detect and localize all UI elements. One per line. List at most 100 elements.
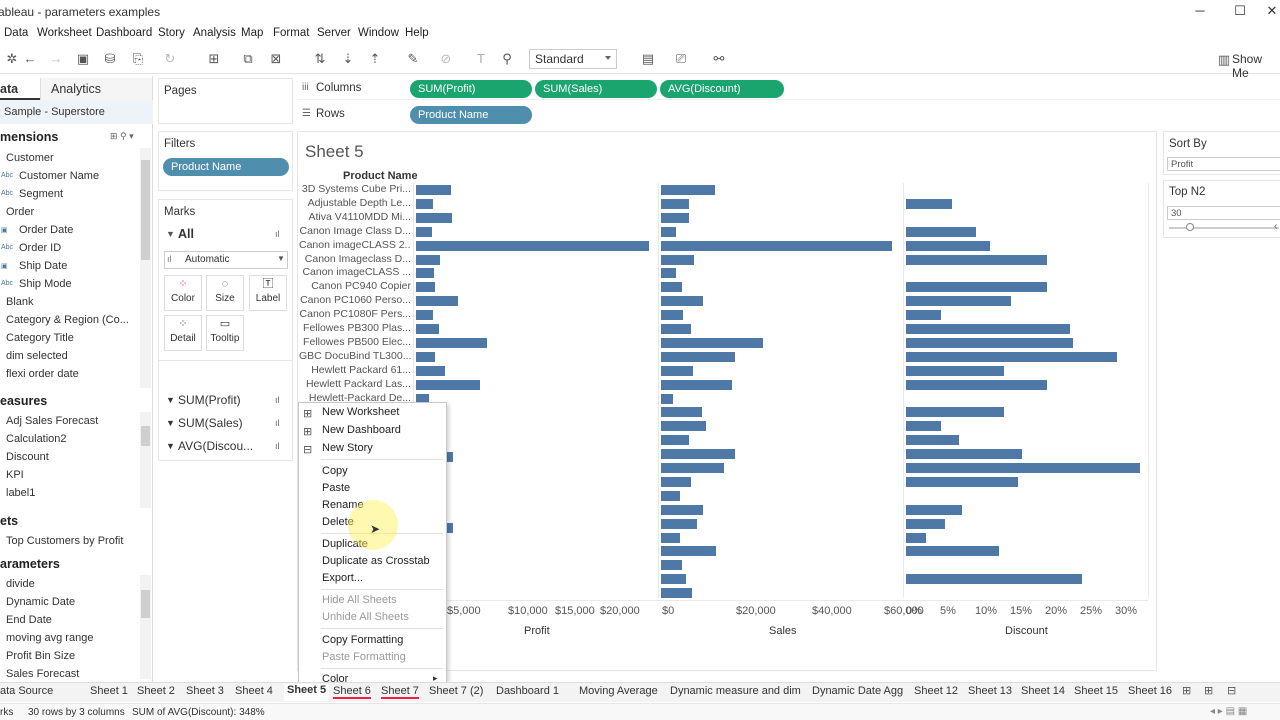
chevron-down-icon[interactable]: ▼: [166, 229, 175, 239]
marks-row-discount[interactable]: AVG(Discou...: [178, 439, 254, 453]
menu-story[interactable]: Story: [158, 27, 185, 39]
bar-discount[interactable]: [906, 365, 1005, 376]
dimension-item[interactable]: Category & Region (Co...: [6, 314, 129, 326]
measure-item[interactable]: KPI: [6, 469, 24, 481]
bar-discount[interactable]: [906, 296, 1012, 307]
top-n-input[interactable]: 30: [1167, 206, 1280, 220]
sheet-tab[interactable]: Sheet 3: [186, 685, 224, 697]
bar-profit[interactable]: [416, 324, 439, 334]
detail-button[interactable]: ⁘ Detail: [164, 315, 202, 351]
bar-profit[interactable]: [416, 240, 649, 251]
bar-discount[interactable]: [906, 310, 942, 321]
bar-profit[interactable]: [447, 523, 453, 533]
bar-sales[interactable]: [661, 365, 693, 376]
sheet-tab[interactable]: ata Source: [0, 685, 54, 697]
mark-type-dropdown[interactable]: ıl Automatic ▼: [164, 251, 288, 269]
highlight-icon[interactable]: ✎: [407, 51, 419, 66]
bar-sales[interactable]: [661, 490, 680, 501]
row-label[interactable]: Fellowes PB300 Plas...: [303, 322, 411, 334]
sheet-tab[interactable]: Dynamic measure and dim: [670, 685, 801, 697]
bar-profit[interactable]: [416, 296, 458, 307]
new-dashboard-icon[interactable]: ⊞: [1204, 685, 1214, 697]
bar-sales[interactable]: [661, 560, 683, 571]
row-label[interactable]: Canon PC1060 Perso...: [300, 294, 411, 307]
measure-item[interactable]: label1: [6, 487, 36, 499]
bar-profit[interactable]: [416, 365, 445, 376]
show-me-button[interactable]: Show Me: [1232, 52, 1263, 80]
menu-help[interactable]: Help: [405, 27, 429, 39]
bar-sales[interactable]: [661, 463, 724, 473]
sheet-tab[interactable]: Sheet 7: [381, 685, 419, 699]
refresh-icon[interactable]: ↻: [164, 51, 176, 66]
bar-sales[interactable]: [661, 588, 693, 599]
bar-sales[interactable]: [661, 546, 716, 557]
minimize-button[interactable]: ─: [1195, 3, 1205, 18]
sheet-tab[interactable]: Sheet 5: [284, 684, 330, 701]
group-icon[interactable]: ⊘: [440, 51, 452, 66]
menu-paste[interactable]: Paste: [322, 482, 351, 494]
pause-updates-icon[interactable]: ⎘: [132, 51, 144, 66]
dimension-item[interactable]: Customer Name: [19, 170, 100, 182]
bar-discount[interactable]: [906, 574, 1082, 585]
column-pill-sales[interactable]: SUM(Sales): [535, 80, 657, 98]
bar-profit[interactable]: [447, 452, 453, 462]
bar-sales[interactable]: [661, 518, 697, 529]
new-sheet-icon[interactable]: ⊞: [1182, 685, 1192, 697]
bar-discount[interactable]: [906, 282, 1047, 293]
show-me-icon[interactable]: ▥: [1217, 52, 1231, 67]
swap-icon[interactable]: ⇅: [314, 51, 326, 66]
bar-discount[interactable]: [906, 546, 999, 557]
bar-sales[interactable]: [661, 212, 690, 223]
close-button[interactable]: ✕: [1266, 3, 1278, 18]
menu-copy[interactable]: Copy: [322, 465, 348, 477]
chevron-down-icon[interactable]: ▼: [166, 418, 175, 428]
bar-sales[interactable]: [661, 532, 680, 543]
clear-sheet-icon[interactable]: ⊠: [270, 51, 282, 66]
bar-profit[interactable]: [416, 254, 441, 265]
bar-discount[interactable]: [906, 421, 942, 432]
maximize-button[interactable]: ☐: [1234, 3, 1246, 18]
measure-item[interactable]: Adj Sales Forecast: [6, 415, 99, 427]
parameter-item[interactable]: Profit Bin Size: [6, 650, 76, 662]
new-worksheet-icon[interactable]: ⊞: [208, 51, 220, 66]
parameter-item[interactable]: Sales Forecast: [6, 668, 80, 680]
row-label[interactable]: Ativa V4110MDD Mi...: [308, 210, 411, 223]
column-pill-profit[interactable]: SUM(Profit): [410, 80, 532, 98]
bar-discount[interactable]: [906, 518, 945, 529]
marks-all-label[interactable]: All: [178, 227, 194, 241]
bar-profit[interactable]: [416, 379, 481, 390]
dimension-item[interactable]: Blank: [6, 296, 34, 308]
sheet-tab[interactable]: Sheet 13: [968, 685, 1013, 697]
undo-icon[interactable]: ←: [23, 51, 37, 66]
marks-row-sales[interactable]: SUM(Sales): [178, 416, 243, 430]
row-label[interactable]: Canon imageCLASS 2...: [299, 238, 411, 251]
bar-sales[interactable]: [661, 421, 706, 432]
menu-dashboard[interactable]: Dashboard: [96, 27, 153, 39]
bar-discount[interactable]: [906, 351, 1117, 362]
sort-ascending-icon[interactable]: ⇣: [342, 51, 354, 66]
bar-discount[interactable]: [906, 198, 952, 209]
set-item[interactable]: Top Customers by Profit: [6, 535, 124, 547]
bar-sales[interactable]: [661, 240, 892, 251]
bar-discount[interactable]: [906, 449, 1022, 460]
sheet-tab[interactable]: Sheet 16: [1128, 685, 1173, 697]
show-cards-icon[interactable]: ▤: [641, 51, 655, 66]
dimension-item[interactable]: Ship Mode: [19, 278, 72, 290]
row-label[interactable]: Hewlett-Packard De...: [308, 391, 411, 404]
labels-icon[interactable]: T: [477, 51, 485, 66]
parameters-scrollbar[interactable]: [140, 575, 151, 679]
row-label[interactable]: Fellowes PB500 Elec...: [303, 335, 411, 348]
row-label[interactable]: Hewlett Packard Las...: [305, 377, 411, 390]
chevron-down-icon[interactable]: ▼: [166, 395, 175, 405]
bar-sales[interactable]: [661, 476, 691, 487]
parameters-scroll-thumb[interactable]: [141, 590, 150, 618]
sort-descending-icon[interactable]: ⇡: [369, 51, 381, 66]
sheet-tab[interactable]: Moving Average: [579, 685, 658, 697]
bar-sales[interactable]: [661, 379, 733, 390]
fit-dropdown[interactable]: Standard: [529, 49, 617, 69]
bar-profit[interactable]: [416, 198, 434, 209]
top-n-slider[interactable]: [1169, 227, 1279, 229]
sheet-tab[interactable]: Dynamic Date Agg: [812, 685, 904, 697]
dimensions-scroll-thumb[interactable]: [141, 160, 150, 260]
dimensions-scrollbar[interactable]: [140, 148, 151, 388]
